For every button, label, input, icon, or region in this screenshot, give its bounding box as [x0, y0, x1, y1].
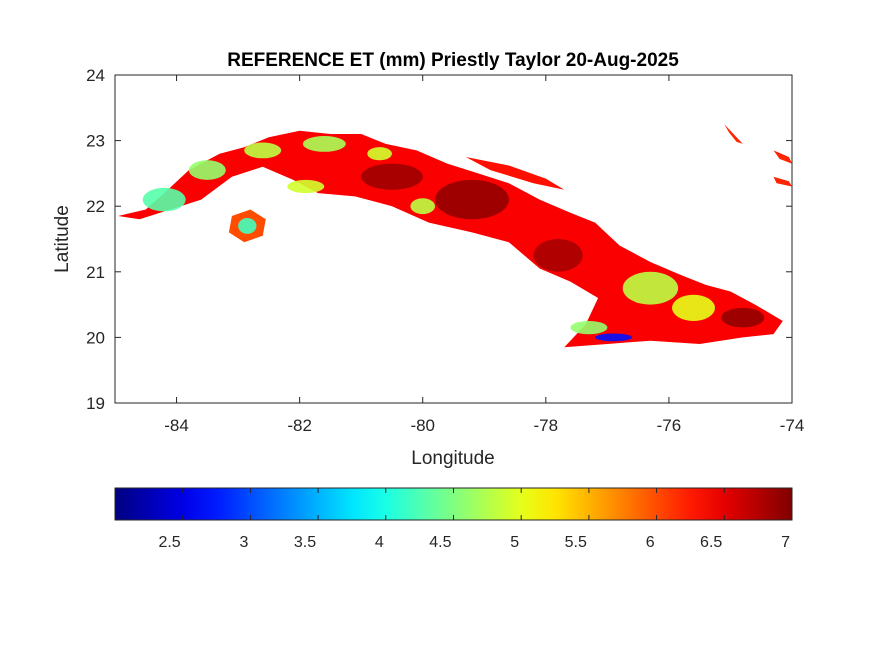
value-zone-14 [533, 239, 583, 272]
colorbar-tick-label: 2.5 [158, 534, 180, 551]
x-tick-label: -80 [410, 416, 435, 435]
value-zone-0 [142, 187, 186, 212]
region-north-keys [465, 157, 565, 190]
value-zone-12 [435, 179, 509, 220]
value-zone-1 [188, 160, 226, 180]
value-zone-11 [570, 321, 608, 335]
colorbar-tick-label: 4 [375, 534, 384, 551]
y-tick-label: 24 [86, 66, 105, 85]
value-zone-8 [622, 271, 679, 305]
colorbar-tick-label: 6 [646, 534, 655, 551]
y-tick-label: 23 [86, 132, 105, 151]
value-zone-15 [721, 307, 765, 328]
map-title: REFERENCE ET (mm) Priestly Taylor 20-Aug… [227, 50, 679, 71]
value-zone-9 [672, 294, 715, 321]
y-tick-label: 22 [86, 197, 105, 216]
value-zone-6 [410, 198, 436, 215]
value-zone-13 [361, 163, 423, 190]
colorbar-tick-label: 7 [781, 534, 790, 551]
x-tick-label: -74 [780, 416, 805, 435]
y-tick-label: 21 [86, 263, 105, 282]
region-bahamas-fragment-b [773, 150, 792, 164]
y-axis: 19 20 21 22 23 24 [86, 66, 792, 413]
value-zone-3 [302, 136, 346, 152]
plot-area [115, 75, 792, 403]
colorbar-tick-label: 5 [510, 534, 519, 551]
x-axis: -84 -82 -80 -78 -76 -74 [164, 75, 804, 435]
colorbar [114, 487, 793, 521]
value-zone-4 [287, 179, 325, 194]
colorbar-tick-label: 6.5 [700, 534, 722, 551]
colorbar-tick-label: 3.5 [294, 534, 316, 551]
x-tick-label: -76 [657, 416, 682, 435]
region-bahamas-fragment-c [773, 176, 792, 187]
colorbar-tick-label: 3 [239, 534, 248, 551]
y-tick-label: 19 [86, 394, 105, 413]
region-cuba-main-island [118, 130, 783, 348]
map-regions [118, 124, 792, 348]
colorbar-tick-label: 4.5 [429, 534, 451, 551]
value-zone-10 [595, 333, 632, 342]
plot-frame [114, 74, 793, 404]
colorbar-tick-label: 5.5 [565, 534, 587, 551]
x-tick-label: -78 [534, 416, 559, 435]
y-tick-label: 20 [86, 328, 105, 347]
y-axis-label: Latitude [52, 205, 73, 273]
colorbar-ticks: 2.5 3 3.5 4 4.5 5 5.5 6 6.5 7 [158, 488, 793, 551]
x-tick-label: -82 [287, 416, 312, 435]
value-zone-5 [367, 147, 392, 161]
x-axis-label: Longitude [411, 448, 494, 469]
value-zone-2 [244, 142, 282, 159]
x-tick-label: -84 [164, 416, 189, 435]
value-zone-7 [238, 218, 257, 234]
